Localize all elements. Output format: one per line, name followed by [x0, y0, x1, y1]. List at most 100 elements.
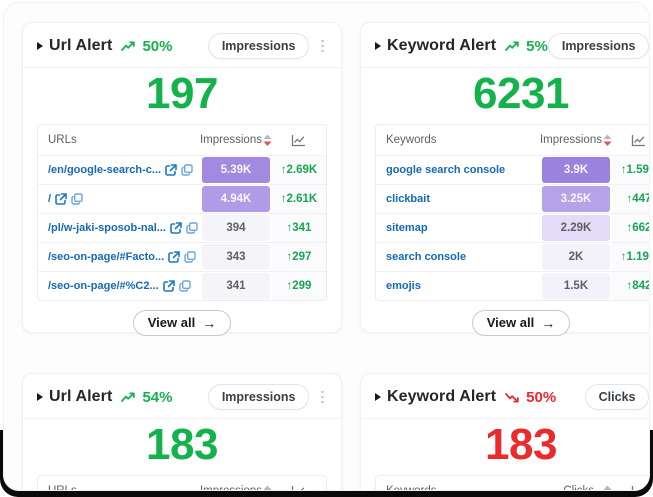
- url-link[interactable]: /pl/w-jaki-sposob-nal...: [48, 222, 166, 234]
- table-header: URLs Impressions: [38, 476, 326, 491]
- table-header: Keywords Impressions: [376, 125, 649, 155]
- keyword-link[interactable]: search console: [385, 251, 467, 263]
- alert-table: Keywords Clicks: [374, 475, 649, 491]
- copy-icon[interactable]: [181, 164, 193, 176]
- card-header: Url Alert 54% Impressions: [37, 384, 327, 410]
- metric-button[interactable]: Impressions: [547, 33, 649, 59]
- value-heat-cell: 3.25K: [541, 186, 610, 212]
- external-link-icon[interactable]: [162, 280, 175, 292]
- view-all-button[interactable]: View all →: [471, 310, 571, 336]
- keyword-link[interactable]: clickbait: [385, 193, 430, 205]
- value-heat-cell: 2.29K: [541, 215, 610, 241]
- table-row: clickbait 3.25K ↑447: [375, 184, 649, 213]
- card-header: Url Alert 50% Impressions: [37, 33, 327, 59]
- value-heat-cell: 1.5K: [541, 273, 610, 299]
- expand-caret-icon[interactable]: [37, 393, 43, 401]
- change-value: ↑2.61K: [271, 185, 326, 213]
- line-chart-icon[interactable]: [272, 134, 326, 147]
- value-heat-cell: 343: [201, 244, 270, 270]
- url-alert-card: Url Alert 54% Impressions 183 URLs Im: [22, 373, 342, 491]
- card-title: Url Alert: [49, 388, 113, 405]
- keyword-link[interactable]: emojis: [385, 280, 421, 292]
- sort-icon[interactable]: [263, 134, 272, 147]
- trend-up-icon: [505, 40, 520, 52]
- kebab-menu-icon[interactable]: [318, 388, 327, 407]
- change-value: ↑341: [271, 214, 326, 242]
- alert-total: 183: [485, 420, 557, 469]
- trend-percent: 5%: [526, 37, 548, 55]
- table-row: emojis 1.5K ↑842: [375, 271, 649, 300]
- sort-icon[interactable]: [603, 485, 612, 491]
- card-header: Keyword Alert 50% Clicks: [374, 384, 649, 410]
- kebab-menu-icon[interactable]: [318, 37, 327, 56]
- trend-up-icon: [121, 40, 136, 52]
- value-heat-cell: 5.39K: [201, 157, 270, 183]
- metric-button[interactable]: Clicks: [584, 384, 649, 410]
- table-row: sitemap 2.29K ↑662: [375, 213, 649, 242]
- trend-percent: 50%: [142, 37, 173, 55]
- card-header: Keyword Alert 5% Impressions: [374, 33, 649, 59]
- line-chart-icon[interactable]: [612, 134, 649, 147]
- alert-total: 183: [146, 420, 218, 469]
- table-row: /seo-on-page/#%C2... 341 ↑299: [38, 271, 326, 300]
- alert-table: Keywords Impressions google search conso…: [374, 124, 649, 301]
- copy-icon[interactable]: [186, 222, 198, 234]
- url-link[interactable]: /seo-on-page/#%C2...: [48, 280, 159, 292]
- sort-icon[interactable]: [603, 134, 612, 147]
- copy-icon[interactable]: [178, 280, 191, 292]
- table-row: / 4.94K ↑2.61K: [38, 184, 326, 213]
- change-value: ↑1.19K: [611, 243, 649, 271]
- card-title: Keyword Alert: [386, 388, 497, 405]
- key-column-header: URLs: [48, 134, 77, 146]
- value-heat-cell: 4.94K: [201, 186, 270, 212]
- external-link-icon[interactable]: [55, 193, 67, 205]
- keyword-alert-card: Keyword Alert 50% Clicks 183 Keywords: [359, 373, 649, 491]
- alert-cards-grid: Url Alert 50% Impressions 197 URLs Im: [4, 3, 649, 491]
- expand-caret-icon[interactable]: [374, 393, 381, 401]
- change-value: ↑842: [611, 272, 649, 300]
- header-divider: [360, 67, 649, 68]
- external-link-icon[interactable]: [170, 222, 182, 234]
- metric-button[interactable]: Impressions: [207, 384, 310, 410]
- value-column-header[interactable]: Impressions: [540, 134, 612, 147]
- keyword-link[interactable]: sitemap: [385, 222, 428, 234]
- sort-icon[interactable]: [263, 485, 272, 491]
- header-divider: [360, 418, 649, 419]
- key-column-header: URLs: [48, 485, 77, 491]
- metric-button[interactable]: Impressions: [207, 33, 310, 59]
- change-value: ↑299: [271, 272, 326, 300]
- change-value: ↑2.69K: [271, 156, 326, 184]
- trend-up-icon: [121, 391, 136, 403]
- external-link-icon[interactable]: [168, 251, 180, 263]
- url-link[interactable]: /seo-on-page/#Facto...: [48, 251, 165, 263]
- line-chart-icon[interactable]: [272, 485, 326, 490]
- view-all-button[interactable]: View all →: [132, 310, 232, 336]
- expand-caret-icon[interactable]: [374, 42, 381, 50]
- table-row: /pl/w-jaki-sposob-nal... 394 ↑341: [38, 213, 326, 242]
- header-divider: [23, 418, 341, 419]
- alert-total: 197: [146, 69, 218, 118]
- value-column-header[interactable]: Clicks: [563, 485, 612, 491]
- url-link[interactable]: /en/google-search-c...: [48, 164, 162, 176]
- external-link-icon[interactable]: [165, 164, 177, 176]
- keyword-alert-card: Keyword Alert 5% Impressions 6231 Keywor…: [359, 22, 649, 336]
- expand-caret-icon[interactable]: [37, 42, 43, 50]
- copy-icon[interactable]: [184, 251, 196, 263]
- arrow-right-icon: →: [202, 314, 217, 331]
- url-link[interactable]: /: [48, 193, 52, 205]
- change-value: ↑447: [611, 185, 649, 213]
- alert-table: URLs Impressions: [37, 475, 327, 491]
- alert-table: URLs Impressions /en/google-search-c...: [37, 124, 327, 301]
- key-column-header: Keywords: [385, 485, 437, 491]
- url-alert-card: Url Alert 50% Impressions 197 URLs Im: [22, 22, 342, 336]
- copy-icon[interactable]: [71, 193, 83, 205]
- change-value: ↑662: [611, 214, 649, 242]
- value-column-header[interactable]: Impressions: [200, 134, 272, 147]
- value-column-header[interactable]: Impressions: [200, 485, 272, 491]
- header-divider: [23, 67, 341, 68]
- arrow-right-icon: →: [541, 314, 556, 331]
- value-heat-cell: 2K: [541, 244, 610, 270]
- table-row: google search console 3.9K ↑1.59K: [375, 155, 649, 184]
- keyword-link[interactable]: google search console: [385, 164, 506, 176]
- table-row: /seo-on-page/#Facto... 343 ↑297: [38, 242, 326, 271]
